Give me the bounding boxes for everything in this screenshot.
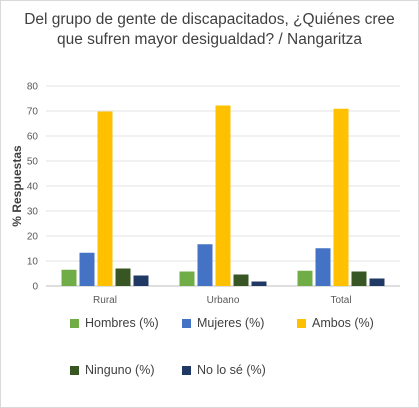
bar <box>197 244 213 286</box>
bar <box>115 268 131 286</box>
x-tick-labels: Rural Urbano Total <box>93 295 352 306</box>
bar <box>369 278 385 286</box>
y-tick-label: 10 <box>27 257 39 268</box>
bar <box>79 252 95 286</box>
bars <box>61 105 385 286</box>
bar <box>61 269 77 286</box>
y-tick-label: 50 <box>27 157 39 168</box>
y-tick-label: 40 <box>27 182 39 193</box>
y-axis-label: % Respuestas <box>10 145 24 227</box>
x-tick-label: Rural <box>93 295 117 306</box>
y-tick-labels: 0 10 20 30 40 50 60 70 80 <box>27 82 39 293</box>
y-tick-label: 20 <box>27 232 39 243</box>
bar <box>333 108 349 286</box>
y-tick-label: 60 <box>27 132 39 143</box>
bar <box>251 281 267 286</box>
x-tick-label: Urbano <box>207 295 240 306</box>
bar <box>97 111 113 286</box>
bar <box>215 105 231 286</box>
chart-title: Del grupo de gente de discapacitados, ¿Q… <box>0 10 419 50</box>
x-tick-label: Total <box>330 295 351 306</box>
chart-title-line-1: Del grupo de gente de discapacitados, ¿Q… <box>24 11 395 28</box>
bar <box>297 270 313 286</box>
y-tick-label: 70 <box>27 107 39 118</box>
bar <box>233 274 249 286</box>
y-tick-label: 0 <box>32 282 38 293</box>
bar <box>179 271 195 286</box>
bar <box>351 271 367 286</box>
bar <box>315 248 331 286</box>
chart-title-line-2: que sufren mayor desigualdad? / Nangarit… <box>56 31 363 48</box>
y-tick-label: 30 <box>27 207 39 218</box>
bar <box>133 275 149 286</box>
y-tick-label: 80 <box>27 82 39 93</box>
